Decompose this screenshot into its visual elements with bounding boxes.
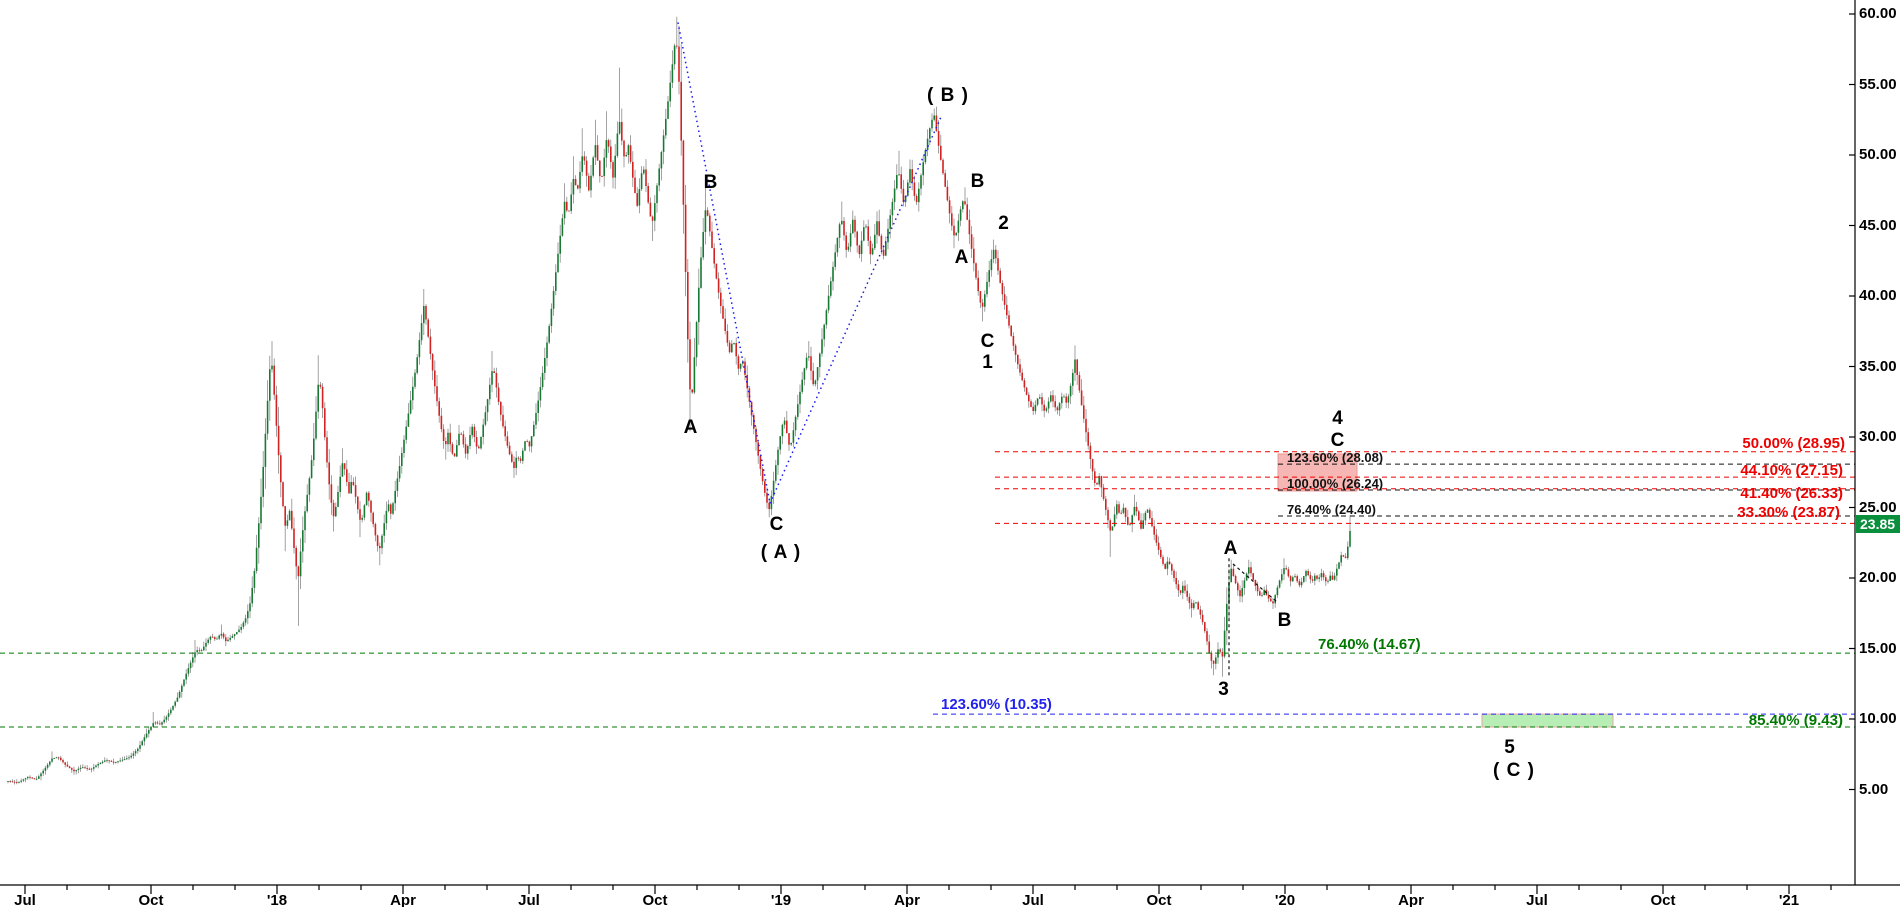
- fib-level-label: 50.00% (28.95): [1742, 434, 1845, 452]
- y-axis-label: 30.00: [1859, 428, 1897, 445]
- y-axis-label: 60.00: [1859, 5, 1897, 22]
- elliott-wave-label: C: [980, 331, 996, 352]
- elliott-wave-label: A: [1223, 538, 1239, 559]
- pattern-segment: [1232, 563, 1278, 603]
- elliott-wave-label: C: [1330, 430, 1346, 451]
- elliott-wave-label: C: [769, 514, 785, 535]
- trend-line: [769, 116, 942, 504]
- fib-level-label: 44.10% (27.15): [1740, 462, 1843, 480]
- elliott-wave-label: B: [1277, 610, 1293, 631]
- y-axis-label: 10.00: [1859, 710, 1897, 727]
- up-candles: [7, 45, 1351, 783]
- elliott-wave-label: 4: [1332, 408, 1344, 429]
- x-axis-label: '19: [770, 892, 792, 907]
- wave4-target-zone: [1277, 453, 1358, 492]
- elliott-wave-label: 2: [998, 213, 1010, 234]
- y-axis-label: 35.00: [1859, 357, 1897, 375]
- elliott-wave-label: ( A ): [760, 542, 802, 563]
- fib-level-label: 123.60% (28.08): [1287, 450, 1384, 466]
- x-axis-label: '18: [266, 892, 288, 907]
- current-price-badge: 23.85: [1856, 514, 1900, 533]
- x-axis-label: Jul: [1526, 892, 1548, 907]
- y-axis-label: 25.00: [1859, 498, 1897, 516]
- elliott-wave-label: B: [703, 172, 719, 193]
- fib-level-label: 41.40% (26.33): [1740, 484, 1843, 502]
- elliott-wave-label: ( B ): [927, 85, 969, 106]
- x-axis-label: Jul: [1022, 892, 1044, 907]
- fib-level-label: 33.30% (23.87): [1737, 504, 1840, 522]
- elliott-wave-label: A: [683, 417, 699, 438]
- elliott-wave-label: 3: [1218, 679, 1230, 700]
- down-candles: [9, 45, 1347, 783]
- x-axis-label: '21: [1778, 892, 1800, 907]
- y-axis-label: 40.00: [1859, 287, 1897, 304]
- elliott-wave-label: ( C ): [1493, 760, 1535, 781]
- y-axis-label: 55.00: [1859, 75, 1897, 93]
- x-axis-label: Oct: [1146, 892, 1172, 907]
- y-axis-label: 15.00: [1859, 639, 1897, 657]
- x-axis-label: Oct: [642, 892, 668, 907]
- candle-wicks: [7, 16, 1351, 785]
- x-axis-label: Apr: [1398, 892, 1424, 907]
- fib-level-label: 100.00% (26.24): [1287, 476, 1384, 492]
- x-axis-label: Oct: [1650, 892, 1676, 907]
- fib-level-label: 85.40% (9.43): [1748, 712, 1843, 730]
- elliott-wave-label: 1: [982, 352, 994, 373]
- y-axis-label: 20.00: [1859, 569, 1897, 586]
- x-axis-label: Jul: [518, 892, 540, 907]
- x-axis-label: Oct: [138, 892, 164, 907]
- x-axis-label: Apr: [894, 892, 920, 907]
- elliott-wave-label: 5: [1504, 737, 1516, 758]
- y-axis-label: 45.00: [1859, 216, 1897, 234]
- x-axis-label: Jul: [14, 892, 36, 907]
- x-axis-label: '20: [1274, 892, 1296, 907]
- elliott-wave-label: A: [954, 247, 970, 268]
- x-axis-label: Apr: [390, 892, 416, 907]
- y-axis-label: 5.00: [1859, 780, 1889, 798]
- fib-level-label: 123.60% (10.35): [941, 696, 1052, 714]
- y-axis-label: 50.00: [1859, 146, 1897, 163]
- fib-level-label: 76.40% (14.67): [1318, 636, 1421, 654]
- elliott-wave-label: B: [970, 171, 986, 192]
- fib-level-label: 76.40% (24.40): [1287, 501, 1376, 517]
- wave5-target-zone: [1481, 713, 1614, 728]
